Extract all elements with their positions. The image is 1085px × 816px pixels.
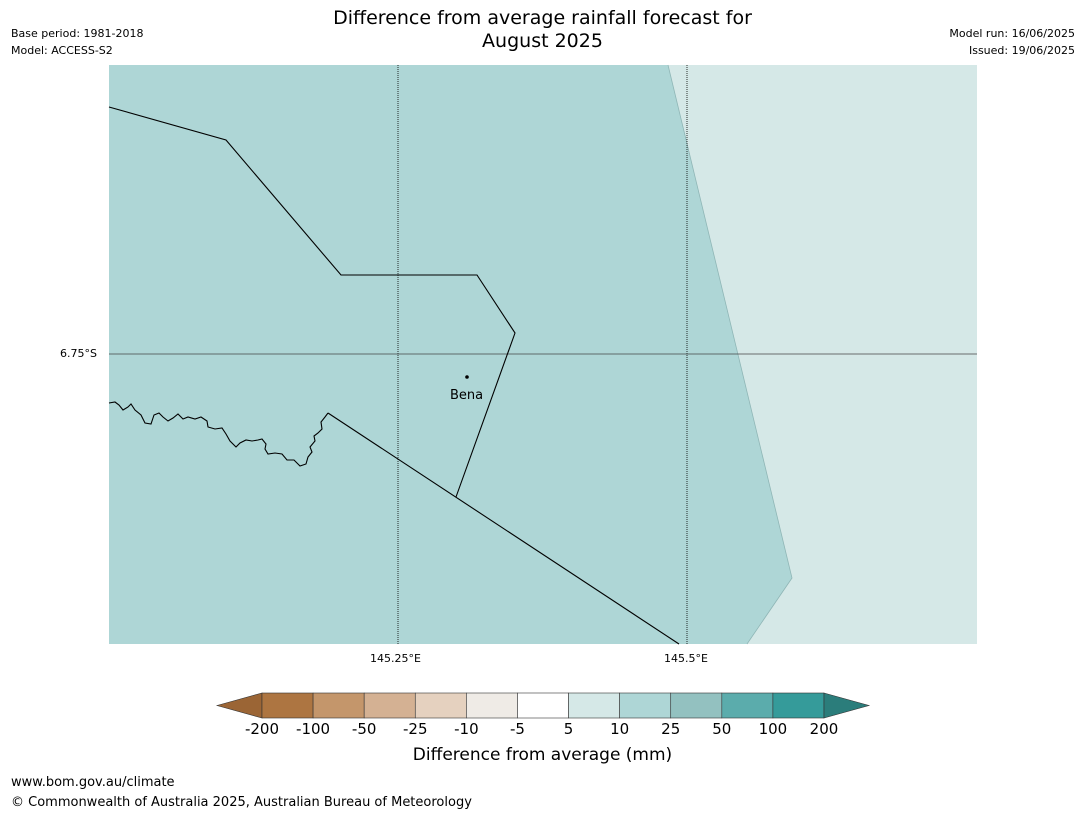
map-region-5-10 xyxy=(668,65,977,644)
colorbar-tick-label: 25 xyxy=(661,720,681,738)
province-boundary-south xyxy=(327,412,680,645)
footer-copyright: © Commonwealth of Australia 2025, Austra… xyxy=(11,795,472,810)
chart-title: Difference from average rainfall forecas… xyxy=(0,7,1085,53)
colorbar-tick-label: 10 xyxy=(610,720,630,738)
region-boundary-edge xyxy=(667,64,793,645)
colorbar-extend-low xyxy=(215,692,263,719)
colorbar-tick-label: 100 xyxy=(758,720,788,738)
province-boundary xyxy=(108,106,516,498)
colorbar-tick-label: -100 xyxy=(296,720,331,738)
footer-url: www.bom.gov.au/climate xyxy=(11,775,175,790)
bena-town-label: Bena xyxy=(450,388,484,403)
model-run-text: Model run: 16/06/2025 xyxy=(949,27,1075,40)
colorbar-tick-label: -25 xyxy=(403,720,428,738)
colorbar-extend-high xyxy=(823,692,871,719)
colorbar-cell xyxy=(568,692,620,719)
rainfall-map xyxy=(108,64,977,645)
forecast-metadata-left: Base period: 1981-2018 Model: ACCESS-S2 xyxy=(11,25,143,59)
colorbar-cell xyxy=(261,692,314,719)
title-line-2: August 2025 xyxy=(482,30,603,52)
colorbar-cell xyxy=(721,692,774,719)
latitude-label: 6.75°S xyxy=(60,347,97,360)
colorbar-tick-label: -10 xyxy=(454,720,479,738)
colorbar-cell xyxy=(363,692,416,719)
colorbar-cell xyxy=(517,692,569,719)
colorbar-tick-label: 50 xyxy=(712,720,732,738)
longitude-label-145-25: 145.25°E xyxy=(370,652,421,665)
issued-text: Issued: 19/06/2025 xyxy=(968,44,1075,57)
colorbar-cell xyxy=(312,692,365,719)
colorbar xyxy=(215,692,871,719)
forecast-metadata-right: Model run: 16/06/2025 Issued: 19/06/2025 xyxy=(949,25,1075,59)
colorbar-tick-label: 5 xyxy=(563,720,574,738)
colorbar-tick-label: -5 xyxy=(509,720,525,738)
colorbar-tick-label: -200 xyxy=(244,720,280,738)
bena-town-marker xyxy=(465,375,469,379)
colorbar-cell xyxy=(619,692,672,719)
colorbar-cell xyxy=(772,692,825,719)
colorbar-cell xyxy=(414,692,467,719)
title-line-1: Difference from average rainfall forecas… xyxy=(333,7,752,29)
colorbar-cell xyxy=(670,692,723,719)
longitude-label-145-5: 145.5°E xyxy=(664,652,708,665)
river-line xyxy=(108,401,329,467)
model-text: Model: ACCESS-S2 xyxy=(11,44,113,57)
colorbar-cell xyxy=(466,692,518,719)
colorbar-title: Difference from average (mm) xyxy=(412,745,673,765)
colorbar-tick-label: 200 xyxy=(809,720,839,738)
colorbar-tick-label: -50 xyxy=(351,720,377,738)
base-period-text: Base period: 1981-2018 xyxy=(11,27,144,40)
